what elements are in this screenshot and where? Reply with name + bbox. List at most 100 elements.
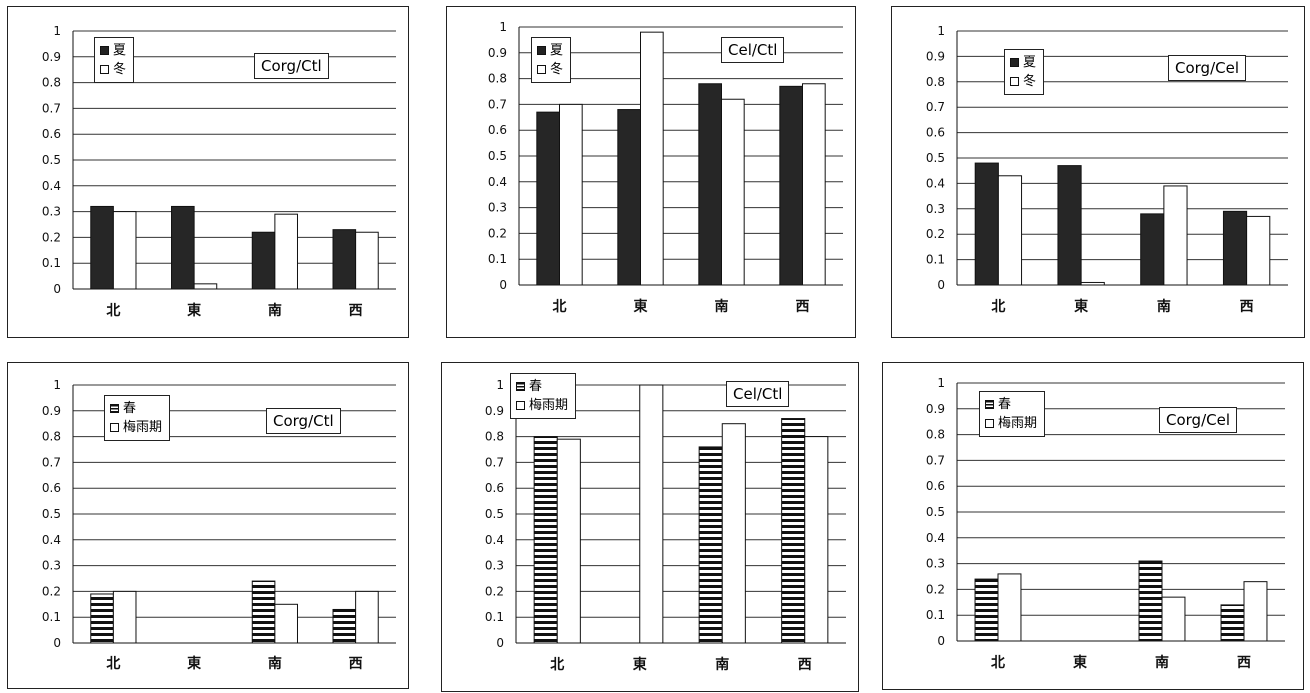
bar [974, 578, 999, 642]
x-tick-label: 北 [106, 303, 120, 319]
y-tick-label: 0.8 [485, 430, 504, 444]
legend-item: 夏 [1010, 53, 1036, 72]
legend-item: 春 [516, 377, 568, 396]
y-tick-label: 0.9 [42, 404, 61, 418]
bar-chart: 0 0.1 0.2 0.3 0.4 0.5 0.6 0.7 0.8 0.9 1 北 東 南 西 [42, 378, 396, 672]
y-tick-label: 0.8 [926, 428, 945, 442]
bar [1220, 604, 1245, 642]
chart-legend: 春 梅雨期 [510, 373, 577, 419]
x-tick-label: 北 [553, 299, 567, 315]
x-tick-label: 西 [349, 303, 363, 319]
chart-legend: 夏 冬 [1004, 49, 1045, 95]
y-tick-label: 0.2 [926, 582, 945, 596]
x-tick-label: 南 [715, 656, 729, 673]
x-tick-label: 西 [796, 299, 810, 315]
legend-label: 冬 [113, 62, 127, 77]
legend-swatch [1010, 58, 1019, 67]
y-tick-label: 0 [499, 278, 507, 292]
legend-item: 梅雨期 [516, 396, 568, 415]
legend-label: 夏 [1023, 55, 1037, 70]
legend-label: 春 [529, 379, 543, 394]
x-tick-label: 北 [550, 657, 564, 673]
legend-swatch [110, 404, 119, 413]
legend-label: 春 [123, 401, 137, 416]
bar [193, 283, 218, 290]
legend-item: 冬 [537, 60, 563, 79]
bar [698, 446, 723, 644]
bar [1246, 215, 1271, 286]
chart-legend: 夏 冬 [94, 37, 135, 83]
legend-item: 春 [985, 395, 1037, 414]
y-tick-label: 0.7 [485, 455, 504, 469]
bar [802, 83, 826, 286]
chart-title: Corg/Ctl [254, 53, 329, 79]
legend-swatch [516, 382, 525, 391]
y-tick-label: 0.9 [485, 404, 504, 418]
x-tick-label: 南 [268, 655, 282, 672]
legend-label: 春 [998, 397, 1012, 412]
bar [1222, 210, 1248, 286]
bar [274, 603, 298, 644]
y-tick-label: 0.7 [926, 453, 945, 467]
y-tick-label: 0 [53, 636, 61, 650]
chart-title: Cel/Ctl [726, 381, 790, 407]
y-tick-label: 0.3 [926, 557, 945, 571]
bar [997, 573, 1022, 642]
legend-swatch [537, 46, 546, 55]
y-tick-label: 0.4 [42, 533, 61, 547]
bar [1057, 165, 1082, 286]
y-tick-label: 0.9 [926, 49, 945, 63]
bar [698, 83, 723, 286]
legend-swatch [110, 423, 119, 432]
legend-label: 夏 [113, 43, 127, 58]
bar [1138, 560, 1163, 642]
x-tick-label: 西 [798, 657, 812, 673]
legend-item: 冬 [1010, 72, 1036, 91]
chart-panel-summer-winter-corg-cel: 0 0.1 0.2 0.3 0.4 0.5 0.6 0.7 0.8 0.9 1 北 東 南 西 夏 冬 Co… [891, 6, 1305, 338]
chart-title: Cel/Ctl [721, 37, 785, 63]
y-tick-label: 0.4 [485, 533, 504, 547]
bar [781, 418, 806, 644]
legend-label: 梅雨期 [123, 420, 163, 435]
y-tick-label: 0.8 [926, 75, 945, 89]
x-tick-label: 東 [633, 656, 647, 673]
y-tick-label: 0.5 [42, 507, 61, 521]
bar [90, 593, 114, 644]
y-tick-label: 0.2 [926, 227, 945, 241]
y-tick-label: 0.4 [926, 176, 945, 190]
bar [804, 436, 829, 644]
bar [559, 103, 583, 286]
y-tick-label: 0.1 [488, 252, 507, 266]
legend-item: 夏 [537, 41, 563, 60]
y-tick-label: 1 [53, 24, 61, 38]
bar [112, 590, 137, 644]
chart-legend: 夏 冬 [531, 37, 572, 83]
x-tick-label: 東 [187, 655, 201, 672]
bar-chart: 0 0.1 0.2 0.3 0.4 0.5 0.6 0.7 0.8 0.9 1 北 東 南 西 [485, 378, 846, 673]
bar [536, 111, 560, 286]
bar [355, 231, 379, 290]
bar [251, 580, 276, 644]
bar [997, 175, 1023, 286]
y-tick-label: 0.6 [42, 127, 61, 141]
legend-swatch [516, 401, 525, 410]
bar-chart: 0 0.1 0.2 0.3 0.4 0.5 0.6 0.7 0.8 0.9 1 北 東 南 西 [926, 24, 1288, 315]
legend-swatch [1010, 77, 1019, 86]
legend-item: 梅雨期 [985, 414, 1037, 433]
bar [639, 384, 664, 644]
legend-item: 夏 [100, 41, 126, 60]
legend-swatch [985, 400, 994, 409]
bar [1161, 596, 1186, 642]
x-tick-label: 東 [1074, 298, 1088, 315]
legend-label: 梅雨期 [529, 398, 569, 413]
x-tick-label: 西 [1240, 299, 1254, 315]
bar [721, 98, 745, 286]
y-tick-label: 0.8 [42, 76, 61, 90]
x-tick-label: 北 [991, 655, 1005, 671]
y-tick-label: 0.9 [42, 50, 61, 64]
x-tick-label: 北 [991, 299, 1005, 315]
bar [112, 211, 137, 290]
chart-panel-summer-winter-cel-ctl: 0 0.1 0.2 0.3 0.4 0.5 0.6 0.7 0.8 0.9 1 北 東 南 西 夏 冬 Ce… [446, 6, 856, 338]
y-tick-label: 0.2 [485, 584, 504, 598]
bar [332, 608, 357, 644]
